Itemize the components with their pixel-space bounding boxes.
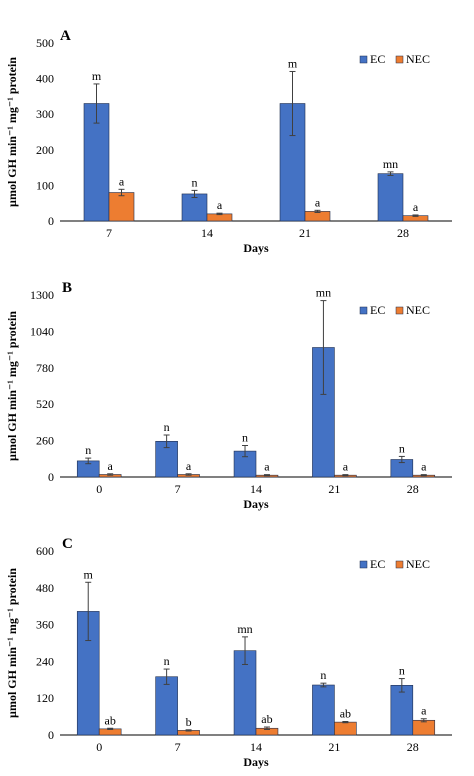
x-tick-label: 0 xyxy=(96,482,102,496)
x-tick-label: 7 xyxy=(106,226,112,240)
x-tick-label: 14 xyxy=(250,740,262,754)
significance-label: n xyxy=(192,175,198,189)
x-axis-label: Days xyxy=(243,755,269,769)
x-tick-label: 28 xyxy=(407,482,419,496)
significance-label: a xyxy=(264,460,270,474)
x-tick-label: 21 xyxy=(328,482,340,496)
significance-label: mn xyxy=(316,286,331,300)
x-tick-label: 7 xyxy=(175,740,181,754)
x-tick-label: 14 xyxy=(201,226,213,240)
y-tick-label: 360 xyxy=(36,618,54,632)
x-axis-label: Days xyxy=(243,497,269,511)
y-tick-label: 400 xyxy=(36,72,54,86)
legend-swatch-ec xyxy=(359,306,368,315)
legend-label-nec: NEC xyxy=(406,303,430,317)
significance-label: n xyxy=(399,441,405,455)
bar-ec xyxy=(377,173,404,222)
legend-swatch-nec xyxy=(395,306,404,315)
y-tick-label: 0 xyxy=(48,728,54,742)
y-tick-label: 520 xyxy=(36,397,54,411)
y-tick-label: 1040 xyxy=(30,324,54,338)
x-tick-label: 28 xyxy=(407,740,419,754)
x-tick-label: 0 xyxy=(96,740,102,754)
y-tick-label: 780 xyxy=(36,361,54,375)
x-tick-label: 28 xyxy=(397,226,409,240)
significance-label: mn xyxy=(383,157,398,171)
significance-label: a xyxy=(186,459,192,473)
legend-label-ec: EC xyxy=(370,557,385,571)
significance-label: n xyxy=(242,431,248,445)
chart-panel-B: B 0 260 520 780 1040 1300 µmol GH min⁻¹ mg⁻¹ pr… xyxy=(5,280,452,511)
significance-label: a xyxy=(421,460,427,474)
x-tick-label: 21 xyxy=(328,740,340,754)
significance-label: m xyxy=(288,56,298,70)
significance-label: a xyxy=(108,459,114,473)
significance-label: mn xyxy=(237,622,252,636)
significance-label: a xyxy=(343,460,349,474)
legend-swatch-ec xyxy=(359,560,368,569)
legend-swatch-nec xyxy=(395,560,404,569)
x-tick-label: 14 xyxy=(250,482,262,496)
y-tick-label: 260 xyxy=(36,434,54,448)
legend-label-ec: EC xyxy=(370,303,385,317)
legend-label-nec: NEC xyxy=(406,557,430,571)
significance-label: n xyxy=(320,668,326,682)
panel-letter: B xyxy=(62,280,72,296)
x-tick-label: 7 xyxy=(175,482,181,496)
y-tick-label: 500 xyxy=(36,36,54,50)
significance-label: n xyxy=(399,664,405,678)
significance-label: ab xyxy=(105,713,116,727)
y-tick-label: 100 xyxy=(36,178,54,192)
bar-nec xyxy=(334,721,357,736)
significance-label: ab xyxy=(261,712,272,726)
y-tick-label: 120 xyxy=(36,691,54,705)
bar-nec xyxy=(108,192,135,222)
legend-swatch-nec xyxy=(395,55,404,64)
significance-label: a xyxy=(315,195,321,209)
bar-ec xyxy=(181,193,208,222)
x-axis-label: Days xyxy=(243,241,269,255)
legend-swatch-ec xyxy=(359,55,368,64)
significance-label: n xyxy=(164,654,170,668)
significance-label: a xyxy=(217,198,223,212)
significance-label: b xyxy=(186,715,192,729)
significance-label: a xyxy=(413,200,419,214)
x-tick-label: 21 xyxy=(299,226,311,240)
y-tick-label: 240 xyxy=(36,654,54,668)
y-tick-label: 0 xyxy=(48,470,54,484)
y-tick-label: 0 xyxy=(48,214,54,228)
y-axis-label: µmol GH min⁻¹ mg⁻¹ protein xyxy=(5,311,19,461)
panel-letter: A xyxy=(60,28,71,44)
bar-nec xyxy=(412,719,436,736)
significance-label: m xyxy=(84,567,94,581)
legend-label-ec: EC xyxy=(370,52,385,66)
y-tick-label: 1300 xyxy=(30,288,54,302)
y-axis-label: µmol GH min⁻¹ mg⁻¹ protein xyxy=(5,57,19,207)
significance-label: n xyxy=(85,443,91,457)
y-tick-label: 200 xyxy=(36,143,54,157)
panel-letter: C xyxy=(62,536,73,552)
bar-ec xyxy=(312,684,335,736)
significance-label: a xyxy=(119,174,125,188)
chart-panel-A: A 0 100 200 300 400 500 µmol GH min⁻¹ mg⁻¹ prot… xyxy=(5,28,452,255)
significance-label: ab xyxy=(340,707,351,721)
bar-ec xyxy=(390,685,414,736)
significance-label: n xyxy=(164,420,170,434)
significance-label: m xyxy=(92,69,102,83)
y-axis-label: µmol GH min⁻¹ mg⁻¹ protein xyxy=(5,568,19,718)
significance-label: a xyxy=(421,704,427,718)
y-tick-label: 600 xyxy=(36,544,54,558)
bar-ec xyxy=(155,676,178,736)
legend-label-nec: NEC xyxy=(406,52,430,66)
chart-panel-C: C 0 120 240 360 480 600 µmol GH min⁻¹ mg⁻¹ prot… xyxy=(5,536,452,769)
y-tick-label: 480 xyxy=(36,581,54,595)
y-tick-label: 300 xyxy=(36,107,54,121)
